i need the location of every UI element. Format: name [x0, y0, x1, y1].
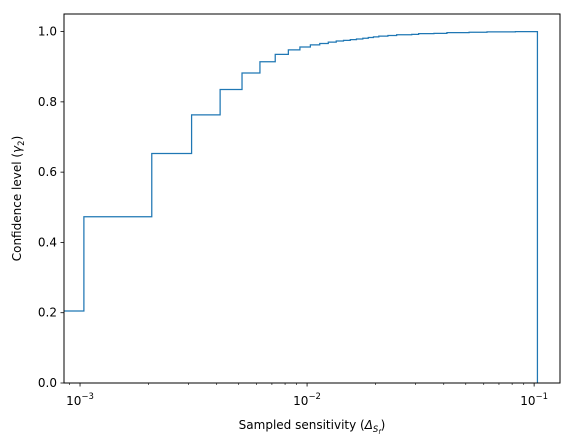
- x-tick-label: 10−1: [520, 392, 548, 408]
- y-tick-label: 0.4: [38, 235, 57, 249]
- x-tick-label: 10−2: [293, 392, 321, 408]
- x-tick-label: 10−3: [66, 392, 94, 408]
- y-axis-label: Confidence level (γ2): [10, 136, 27, 262]
- x-axis-label: Sampled sensitivity (ΔSf): [239, 418, 386, 436]
- y-tick-label: 0.2: [38, 306, 57, 320]
- y-tick-label: 1.0: [38, 25, 57, 39]
- cumulative-step-line: [64, 30, 539, 383]
- y-tick-label: 0.6: [38, 165, 57, 179]
- y-tick-label: 0.8: [38, 95, 57, 109]
- y-tick-label: 0.0: [38, 376, 57, 390]
- plot-frame: [63, 13, 561, 384]
